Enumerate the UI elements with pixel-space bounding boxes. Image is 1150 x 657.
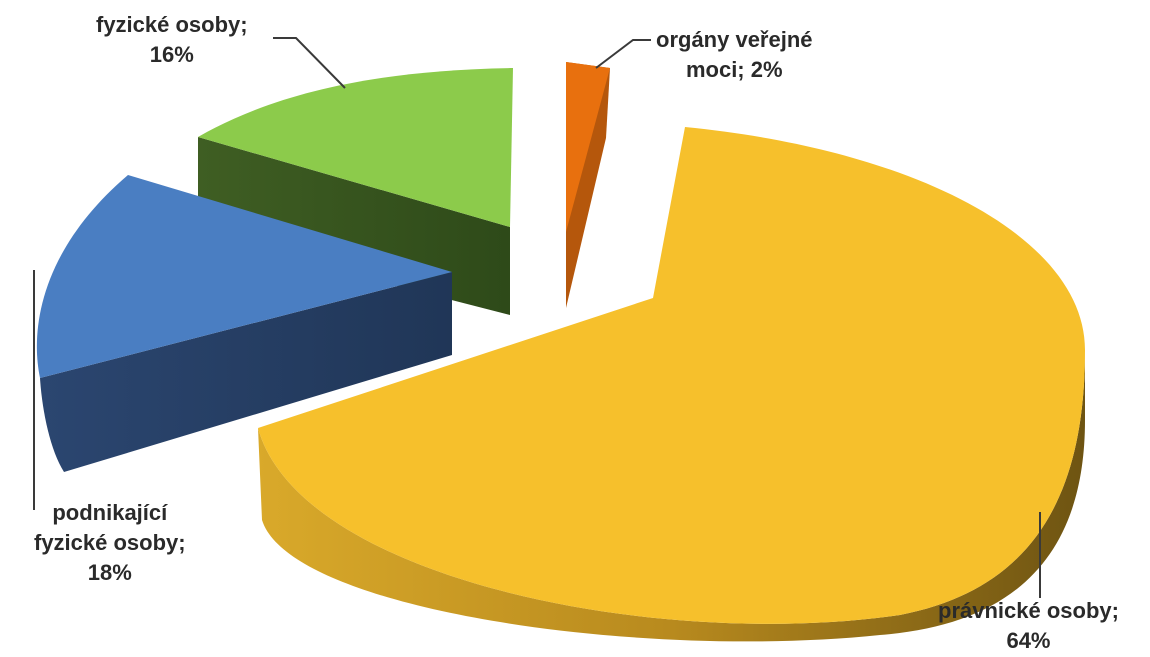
label-podnikajici-line3: 18% bbox=[34, 558, 186, 588]
label-podnikajici-line1: podnikající bbox=[34, 498, 186, 528]
leader-organy bbox=[596, 40, 651, 68]
label-pravnicke-line2: 64% bbox=[938, 626, 1119, 656]
label-podnikajici-line2: fyzické osoby; bbox=[34, 528, 186, 558]
label-organy-line1: orgány veřejné bbox=[656, 25, 813, 55]
label-organy-verejne-moci: orgány veřejné moci; 2% bbox=[656, 25, 813, 85]
label-fyzicke-line2: 16% bbox=[96, 40, 248, 70]
label-fyzicke-osoby: fyzické osoby; 16% bbox=[96, 10, 248, 70]
label-podnikajici-fyzicke-osoby: podnikající fyzické osoby; 18% bbox=[34, 498, 186, 588]
leader-fyzicke-osoby bbox=[273, 38, 345, 88]
label-organy-line2: moci; 2% bbox=[656, 55, 813, 85]
label-fyzicke-line1: fyzické osoby; bbox=[96, 10, 248, 40]
label-pravnicke-line1: právnické osoby; bbox=[938, 596, 1119, 626]
label-pravnicke-osoby: právnické osoby; 64% bbox=[938, 596, 1119, 656]
